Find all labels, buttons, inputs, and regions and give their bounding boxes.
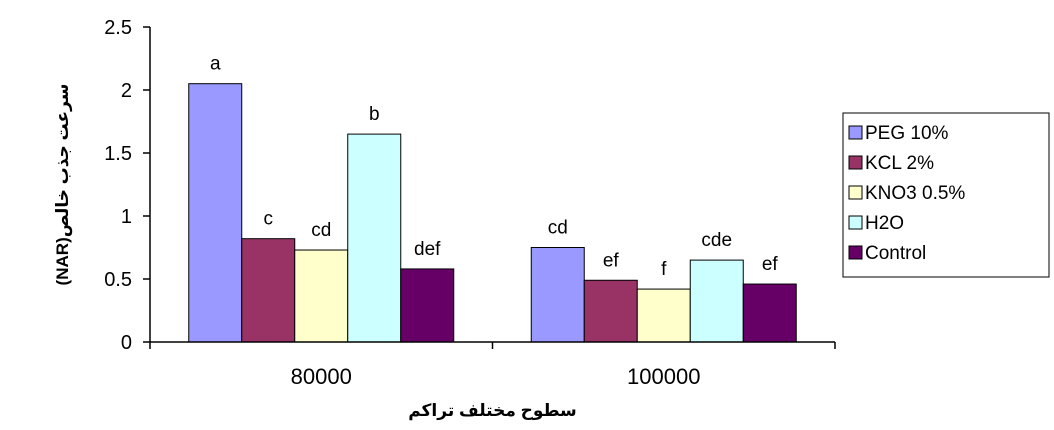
- legend-label: Control: [865, 243, 926, 264]
- bar-data-label: cd: [548, 218, 568, 239]
- legend-label: PEG 10%: [865, 123, 949, 144]
- legend-swatch: [849, 186, 862, 199]
- bar-data-label: cde: [701, 230, 732, 251]
- y-tick-label: 2: [121, 80, 132, 102]
- y-axis-title: سرعت جذب خالص(NAR): [53, 84, 73, 286]
- bar: [348, 134, 401, 342]
- x-category-label: 100000: [627, 364, 700, 389]
- bar: [743, 284, 796, 342]
- bar-data-label: def: [414, 239, 441, 260]
- y-tick-label: 0: [121, 332, 132, 354]
- bar: [584, 280, 637, 342]
- bar-data-label: cd: [311, 220, 331, 241]
- bar: [295, 250, 348, 342]
- bar: [637, 289, 690, 342]
- legend-label: H2O: [865, 213, 904, 234]
- bar: [401, 269, 454, 342]
- bar-data-label: ef: [762, 254, 779, 275]
- bar-data-label: b: [369, 104, 380, 125]
- legend-swatch: [849, 126, 862, 139]
- bar: [690, 260, 743, 342]
- x-category-label: 80000: [291, 364, 352, 389]
- legend-label: KCL 2%: [865, 153, 934, 174]
- y-tick-label: 2.5: [104, 17, 132, 39]
- bar: [242, 239, 295, 342]
- y-tick-label: 0.5: [104, 269, 132, 291]
- legend-swatch: [849, 246, 862, 259]
- bar: [531, 248, 584, 343]
- bar-data-label: a: [210, 54, 221, 75]
- y-tick-label: 1: [121, 206, 132, 228]
- y-tick-label: 1.5: [104, 143, 132, 165]
- bar-data-label: ef: [603, 250, 620, 271]
- bars-layer: [189, 84, 797, 342]
- bar: [189, 84, 242, 342]
- legend-swatch: [849, 156, 862, 169]
- legend-swatch: [849, 216, 862, 229]
- legend-label: KNO3 0.5%: [865, 183, 965, 204]
- bar-data-label: c: [264, 209, 274, 230]
- x-axis-title: سطوح مختلف تراکم: [408, 401, 577, 421]
- bar-data-label: f: [661, 259, 667, 280]
- legend: PEG 10% KCL 2% KNO3 0.5% H2O Control: [843, 113, 1049, 277]
